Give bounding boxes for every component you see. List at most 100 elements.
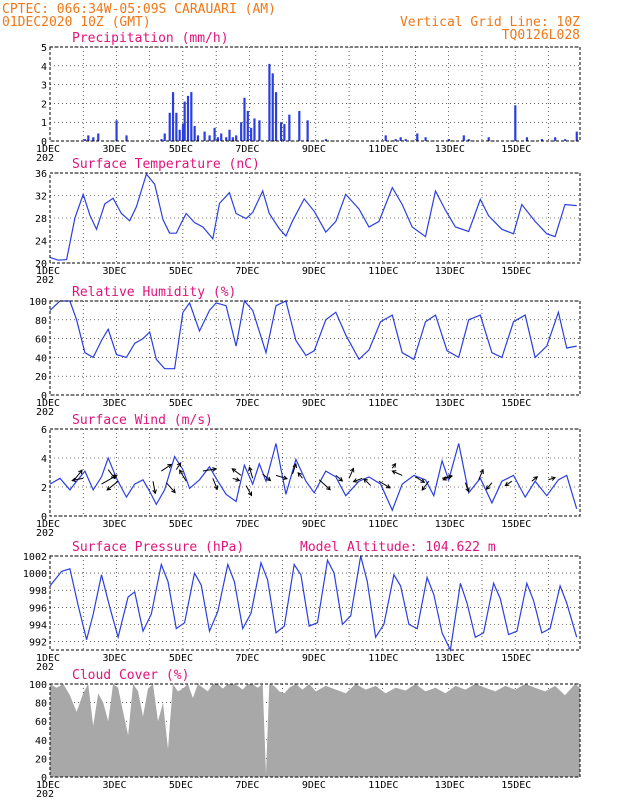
precip-bar: [168, 112, 171, 141]
wind-xtick-label: 9DEC: [302, 519, 326, 530]
wind-xtick-label: 15DEC: [501, 519, 531, 530]
pressure-ytick-label: 994: [29, 620, 47, 631]
precip-xtick-label: 7DEC: [235, 144, 259, 155]
pressure-xtick-label: 1DEC: [36, 653, 60, 664]
precip-ytick-label: 3: [41, 81, 47, 92]
wind-arrow-head: [235, 477, 241, 482]
rh-panel: 0 20 40 60 80 100 Relative Humidity (%) 1DEC 3DE…: [29, 285, 581, 418]
precip-bar: [186, 95, 190, 141]
pressure-xtick-label: 13DEC: [435, 653, 465, 664]
rh-ytick-label: 40: [35, 353, 47, 364]
precip-bar: [564, 139, 567, 141]
precip-bar: [193, 125, 196, 141]
temp-xtick-label: 9DEC: [302, 266, 326, 277]
cloud-xtick-label: 15DEC: [501, 780, 531, 791]
wind-arrow-head: [167, 463, 173, 469]
precip-bar: [384, 135, 387, 141]
precip-bar: [424, 137, 427, 141]
cloud-xtick-label: 3DEC: [102, 780, 126, 791]
wind-arrow-shaft: [248, 467, 254, 479]
wind-arrow-head: [179, 469, 184, 475]
precip-bar: [213, 127, 216, 141]
precip-frame: [49, 46, 581, 142]
rh-xtick-label: 1DEC: [36, 398, 60, 409]
wind-arrow-shaft: [415, 476, 425, 483]
temp-xtick-label: 3DEC: [102, 266, 126, 277]
rh-ytick-label: 20: [35, 372, 47, 383]
precip-bar: [97, 133, 100, 141]
cloud-ytick-label: 0: [41, 773, 47, 784]
precip-bar: [171, 92, 175, 141]
wind-arrow-shaft: [106, 480, 119, 491]
header: CPTEC: 066:34W-05:09S CARAUARI (AM) 01DE…: [2, 2, 580, 43]
temp-ytick-label: 20: [35, 259, 47, 270]
precip-bar: [253, 118, 256, 141]
wind-arrow-head: [152, 489, 157, 495]
temp-ytick-label: 24: [35, 237, 47, 248]
precip-bar: [203, 131, 206, 141]
wind-arrow-shaft: [72, 477, 84, 481]
wind-arrow-shaft: [72, 469, 83, 482]
precip-ytick-label: 5: [41, 43, 47, 54]
wind-ytick-label: 0: [41, 512, 47, 523]
wind-frame: [49, 428, 581, 517]
wind-arrow-head: [352, 478, 358, 483]
temp-title: Surface Temperature (nC): [72, 157, 260, 172]
pressure-ytick-label: 1002: [23, 552, 47, 563]
wind-arrow-shaft: [262, 473, 271, 481]
precip-bar: [306, 120, 309, 141]
pressure-xtick-label: 7DEC: [235, 653, 259, 664]
precip-bar: [163, 133, 166, 141]
wind-arrow-head: [533, 476, 539, 481]
rh-series-line: [49, 299, 577, 370]
precip-bar: [160, 139, 163, 141]
cloud-ytick-label: 60: [35, 717, 47, 728]
precip-bar: [240, 122, 243, 141]
wind-xtick-label: 7DEC: [235, 519, 259, 530]
wind-arrow-head: [479, 468, 484, 474]
precip-year-prefix: 202: [36, 153, 54, 164]
wind-arrow-head: [266, 476, 272, 482]
rh-xtick-label: 11DEC: [368, 398, 398, 409]
cloud-xtick-label: 11DEC: [368, 780, 398, 791]
wind-title: Surface Wind (m/s): [72, 413, 213, 428]
wind-arrow-shaft: [297, 472, 303, 479]
precip-bar: [554, 137, 557, 141]
precip-bar: [258, 120, 261, 141]
precip-bar: [225, 137, 228, 141]
wind-arrow-shaft: [505, 480, 513, 487]
wind-arrow-head: [231, 468, 237, 473]
precip-bar: [250, 127, 253, 141]
wind-arrow-shaft: [464, 482, 470, 492]
precip-bar: [115, 120, 118, 141]
wind-arrow-head: [448, 474, 454, 480]
wind-arrow-shaft: [212, 478, 218, 490]
wind-arrow-head: [247, 491, 253, 497]
cloud-xtick-label: 13DEC: [435, 780, 465, 791]
precip-bar: [324, 139, 327, 141]
wind-arrow-head: [106, 486, 112, 491]
temp-panel: 20 24 28 32 36 Surface Temperature (nC) 1DEC 3D…: [35, 157, 581, 286]
temp-series-line: [49, 172, 577, 261]
rh-xtick-label: 3DEC: [102, 398, 126, 409]
cloud-ytick-label: 80: [35, 699, 47, 710]
temp-year-prefix: 202: [36, 275, 54, 286]
wind-arrow-head: [391, 462, 397, 468]
rh-ytick-label: 60: [35, 335, 47, 346]
wind-arrow-shaft: [421, 480, 430, 491]
wind-arrow-head: [391, 470, 397, 475]
wind-arrow-shaft: [531, 476, 538, 482]
wind-arrow-head: [442, 476, 448, 481]
precip-bar: [283, 124, 286, 141]
wind-arrow-shaft: [245, 485, 252, 496]
precip-bar: [175, 112, 178, 141]
rh-xtick-label: 7DEC: [235, 398, 259, 409]
pressure-model-altitude: Model Altitude: 104.622 m: [300, 540, 496, 555]
rh-xtick-label: 15DEC: [501, 398, 531, 409]
precip-bar: [231, 137, 234, 141]
wind-arrow-head: [363, 478, 369, 483]
temp-xtick-label: 5DEC: [169, 266, 193, 277]
precip-ytick-label: 1: [41, 118, 47, 129]
cloud-frame: [49, 683, 581, 778]
wind-arrow-head: [385, 484, 391, 489]
